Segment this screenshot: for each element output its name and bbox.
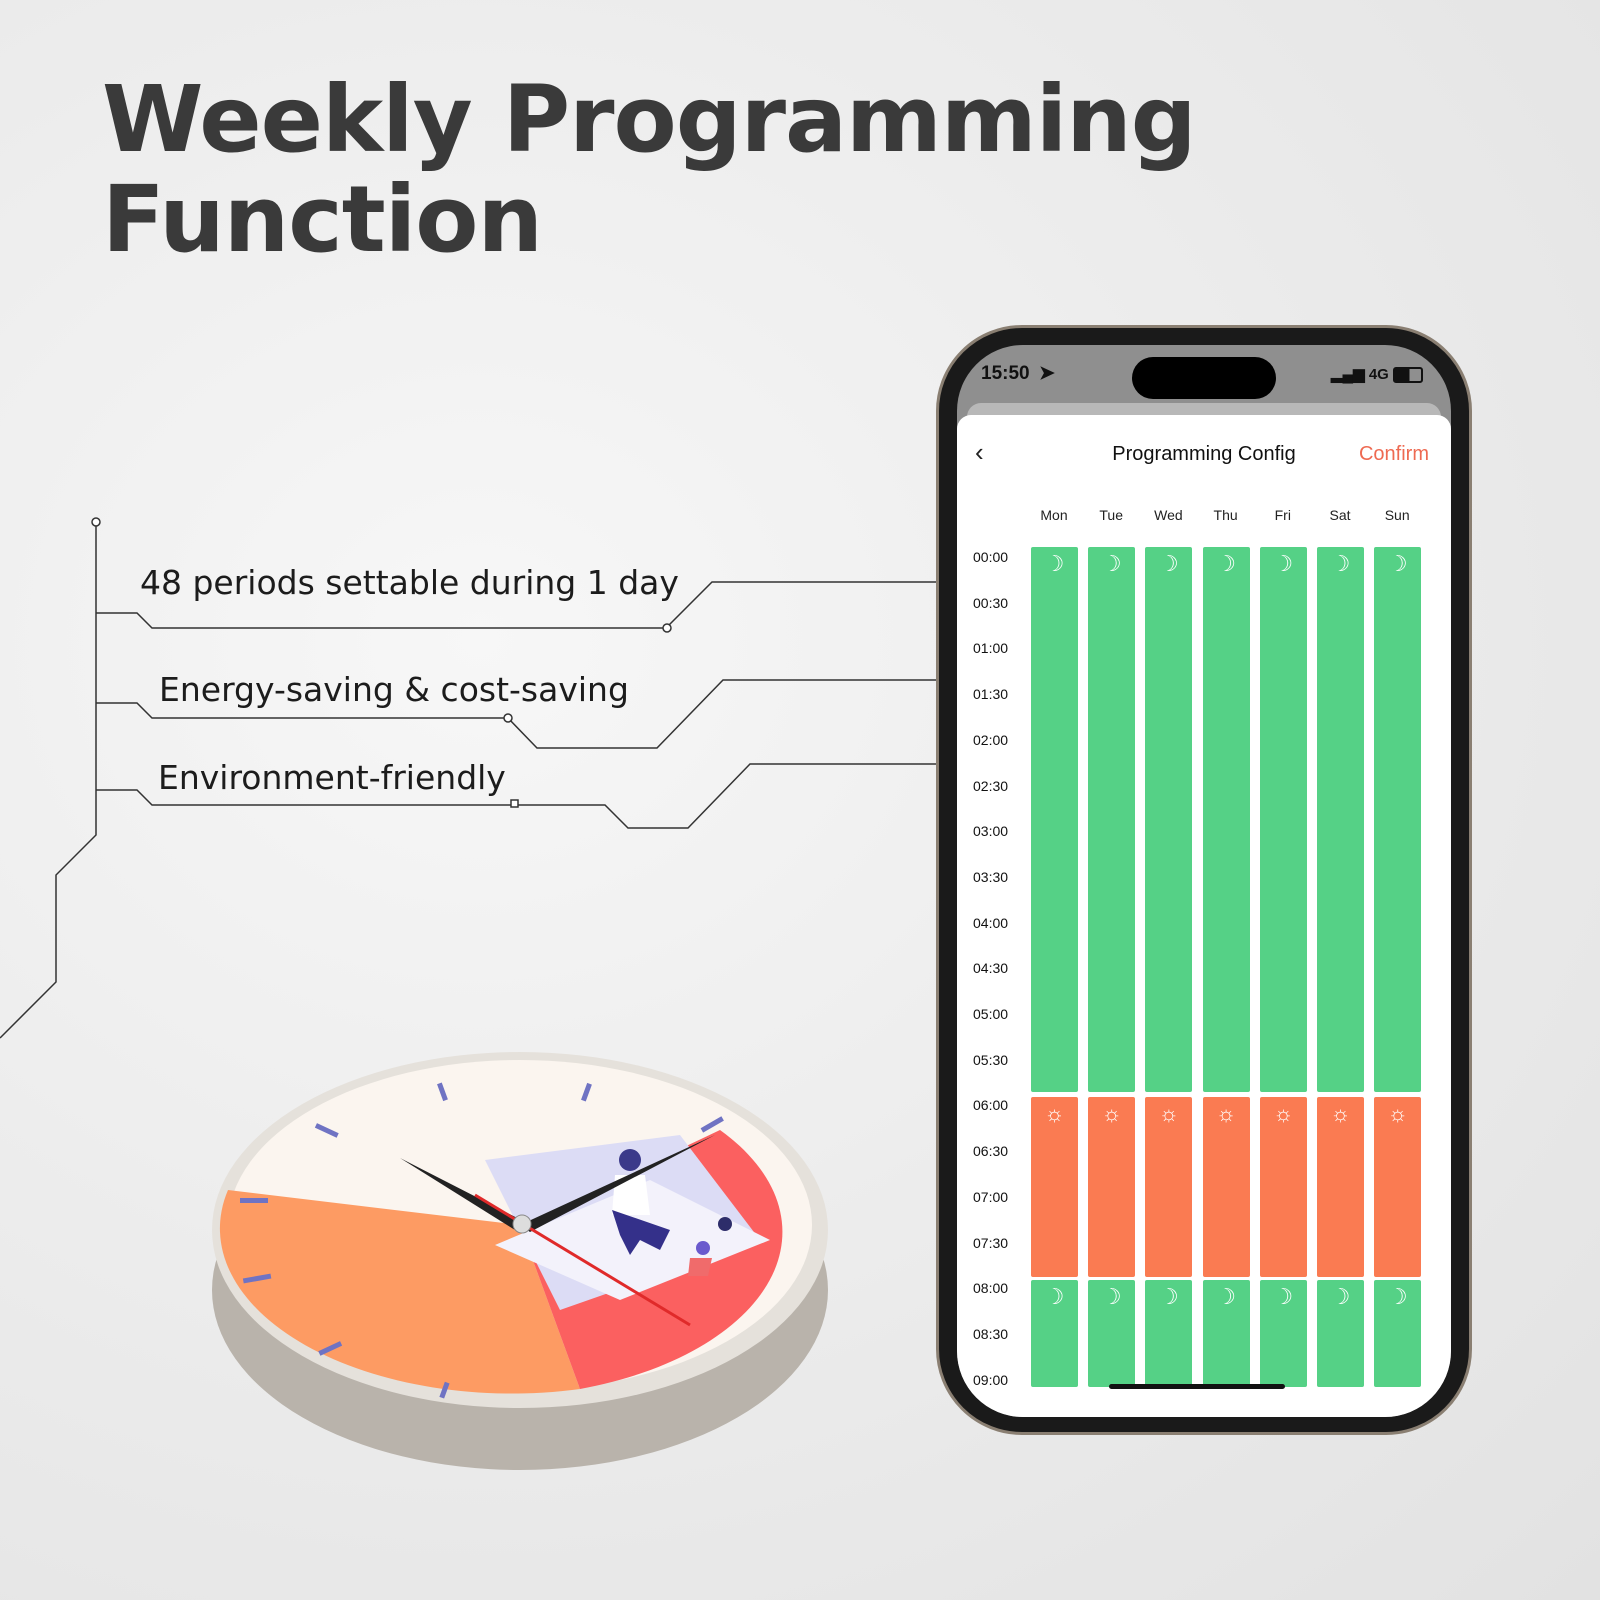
moon-icon: ☽ bbox=[1330, 1284, 1351, 1310]
network-label: 4G bbox=[1368, 366, 1389, 383]
schedule-block-wed-sleep[interactable]: ☽ bbox=[1145, 547, 1193, 1093]
schedule-block-sun-sleep[interactable]: ☽ bbox=[1374, 547, 1422, 1093]
sun-icon: ☼ bbox=[1273, 1101, 1294, 1127]
moon-icon: ☽ bbox=[1216, 1284, 1236, 1310]
time-label: 04:00 bbox=[973, 914, 1009, 931]
time-label: 01:00 bbox=[973, 640, 1009, 657]
schedule-block-sat-day[interactable]: ☼ bbox=[1317, 1097, 1364, 1278]
time-label: 09:00 bbox=[973, 1371, 1009, 1388]
schedule-block-sun-day[interactable]: ☼ bbox=[1374, 1097, 1422, 1278]
time-label: 00:00 bbox=[973, 549, 1009, 565]
feature-environment-friendly: Environment-friendly bbox=[158, 758, 506, 797]
status-time: 15:50 bbox=[981, 363, 1030, 384]
schedule-block-mon-day[interactable]: ☼ bbox=[1031, 1097, 1078, 1278]
status-bar: 15:50 ➤ ▂▄▆ 4G bbox=[957, 345, 1451, 405]
schedule-block-mon-sleep[interactable]: ☽ bbox=[1031, 547, 1078, 1093]
schedule-block-tue-sleep[interactable]: ☽ bbox=[1088, 547, 1136, 1093]
title-line-1: Weekly Programming bbox=[102, 66, 1197, 173]
feature-48-periods: 48 periods settable during 1 day bbox=[140, 563, 679, 602]
schedule-block-sat-sleep[interactable]: ☽ bbox=[1317, 547, 1364, 1093]
location-arrow-icon: ➤ bbox=[1039, 363, 1055, 384]
time-label: 04:30 bbox=[973, 960, 1009, 977]
battery-icon bbox=[1393, 367, 1423, 384]
time-label: 06:00 bbox=[973, 1097, 1009, 1114]
day-header-tue: Tue bbox=[1099, 507, 1123, 523]
sun-icon: ☼ bbox=[1216, 1101, 1237, 1127]
moon-icon: ☽ bbox=[1101, 551, 1122, 576]
feature-energy-saving: Energy-saving & cost-saving bbox=[159, 670, 629, 709]
day-header-thu: Thu bbox=[1213, 507, 1238, 523]
schedule-block-wed-sleep[interactable]: ☽ bbox=[1145, 1280, 1193, 1387]
sun-icon: ☼ bbox=[1387, 1101, 1408, 1127]
moon-icon: ☽ bbox=[1273, 551, 1294, 576]
signal-icon: ▂▄▆ bbox=[1330, 366, 1365, 383]
header-title: Programming Config bbox=[1112, 443, 1296, 465]
time-label: 00:30 bbox=[973, 594, 1009, 611]
schedule-block-sat-sleep[interactable]: ☽ bbox=[1317, 1280, 1364, 1387]
time-label: 05:00 bbox=[973, 1006, 1009, 1022]
moon-icon: ☽ bbox=[1387, 551, 1408, 576]
schedule-block-fri-day[interactable]: ☼ bbox=[1259, 1097, 1307, 1278]
page-title: Weekly Programming Function bbox=[102, 70, 1197, 273]
time-label: 08:00 bbox=[973, 1280, 1009, 1297]
schedule-block-wed-day[interactable]: ☼ bbox=[1145, 1097, 1193, 1278]
dynamic-island bbox=[1132, 357, 1276, 399]
time-label: 03:00 bbox=[973, 823, 1009, 840]
schedule-block-thu-sleep[interactable]: ☽ bbox=[1202, 547, 1250, 1093]
sun-icon: ☼ bbox=[1158, 1101, 1179, 1127]
time-label: 01:30 bbox=[973, 686, 1009, 703]
title-line-2: Function bbox=[102, 166, 543, 273]
schedule-block-mon-sleep[interactable]: ☽ bbox=[1031, 1280, 1078, 1387]
time-label: 03:30 bbox=[973, 868, 1009, 885]
schedule-block-tue-sleep[interactable]: ☽ bbox=[1088, 1280, 1136, 1387]
time-label: 07:30 bbox=[973, 1234, 1009, 1251]
day-header-wed: Wed bbox=[1154, 507, 1183, 523]
schedule-block-thu-day[interactable]: ☼ bbox=[1202, 1097, 1250, 1278]
sun-icon: ☼ bbox=[1330, 1101, 1351, 1127]
moon-icon: ☽ bbox=[1159, 551, 1179, 576]
moon-icon: ☽ bbox=[1330, 551, 1351, 576]
day-header-mon: Mon bbox=[1040, 507, 1068, 523]
day-header-fri: Fri bbox=[1274, 507, 1291, 523]
confirm-button[interactable]: Confirm bbox=[1358, 443, 1429, 465]
schedule-block-sun-sleep[interactable]: ☽ bbox=[1374, 1280, 1422, 1387]
time-label: 02:00 bbox=[973, 731, 1009, 748]
status-network: ▂▄▆ 4G bbox=[1330, 365, 1423, 384]
chevron-left-icon[interactable]: ‹ bbox=[975, 437, 984, 467]
moon-icon: ☽ bbox=[1159, 1284, 1179, 1310]
time-label: 08:30 bbox=[973, 1325, 1009, 1342]
moon-icon: ☽ bbox=[1273, 1284, 1294, 1310]
phone-screen: 15:50 ➤ ▂▄▆ 4G ‹ Programming Config Conf… bbox=[957, 345, 1451, 1417]
moon-icon: ☽ bbox=[1044, 551, 1065, 576]
time-label: 07:00 bbox=[973, 1188, 1009, 1205]
sun-icon: ☼ bbox=[1101, 1101, 1122, 1127]
moon-icon: ☽ bbox=[1387, 1284, 1408, 1310]
moon-icon: ☽ bbox=[1101, 1284, 1122, 1310]
schedule-block-thu-sleep[interactable]: ☽ bbox=[1202, 1280, 1250, 1387]
schedule-block-fri-sleep[interactable]: ☽ bbox=[1259, 547, 1307, 1093]
moon-icon: ☽ bbox=[1044, 1284, 1065, 1310]
moon-icon: ☽ bbox=[1216, 551, 1236, 576]
programming-config-page: ‹ Programming Config Confirm Mon Tue Wed Th… bbox=[957, 415, 1451, 1417]
time-label: 02:30 bbox=[973, 777, 1009, 794]
time-label: 06:30 bbox=[973, 1143, 1009, 1160]
schedule-block-tue-day[interactable]: ☼ bbox=[1088, 1097, 1136, 1278]
time-label: 05:30 bbox=[973, 1051, 1009, 1068]
day-header-sun: Sun bbox=[1384, 507, 1410, 523]
schedule-block-fri-sleep[interactable]: ☽ bbox=[1259, 1280, 1307, 1387]
home-indicator bbox=[1109, 1384, 1285, 1389]
day-header-sat: Sat bbox=[1329, 507, 1351, 523]
sun-icon: ☼ bbox=[1044, 1101, 1065, 1127]
